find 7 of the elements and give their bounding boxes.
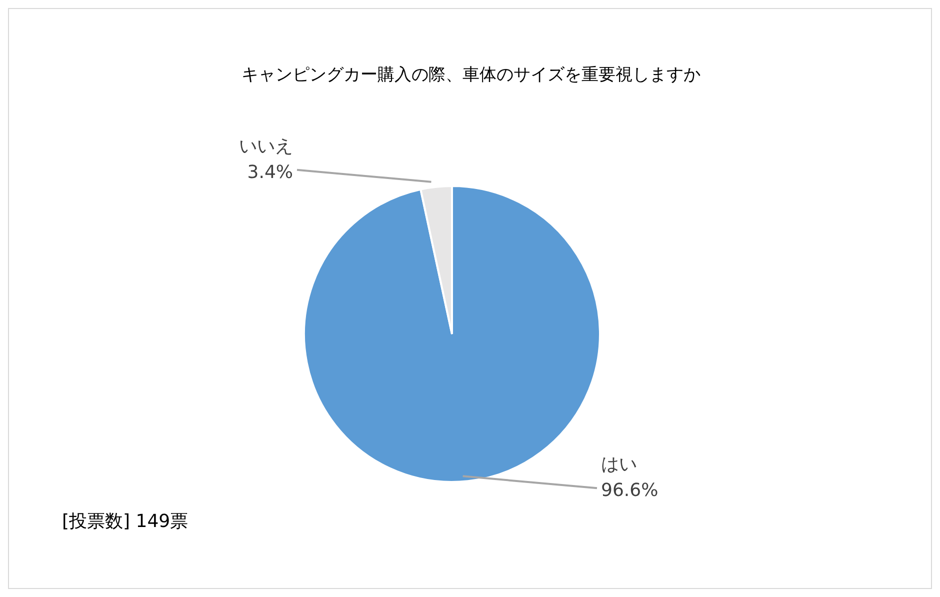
chart-title: キャンピングカー購入の際、車体のサイズを重要視しますか [240,64,702,86]
slice-label: いいえ [239,136,293,157]
data-label: 3.4% [247,162,293,183]
text: [投票数] 149票 [62,510,188,533]
pie-slice [303,185,601,483]
slice-label: はい [601,454,637,476]
data-label: 96.6% [601,480,658,502]
